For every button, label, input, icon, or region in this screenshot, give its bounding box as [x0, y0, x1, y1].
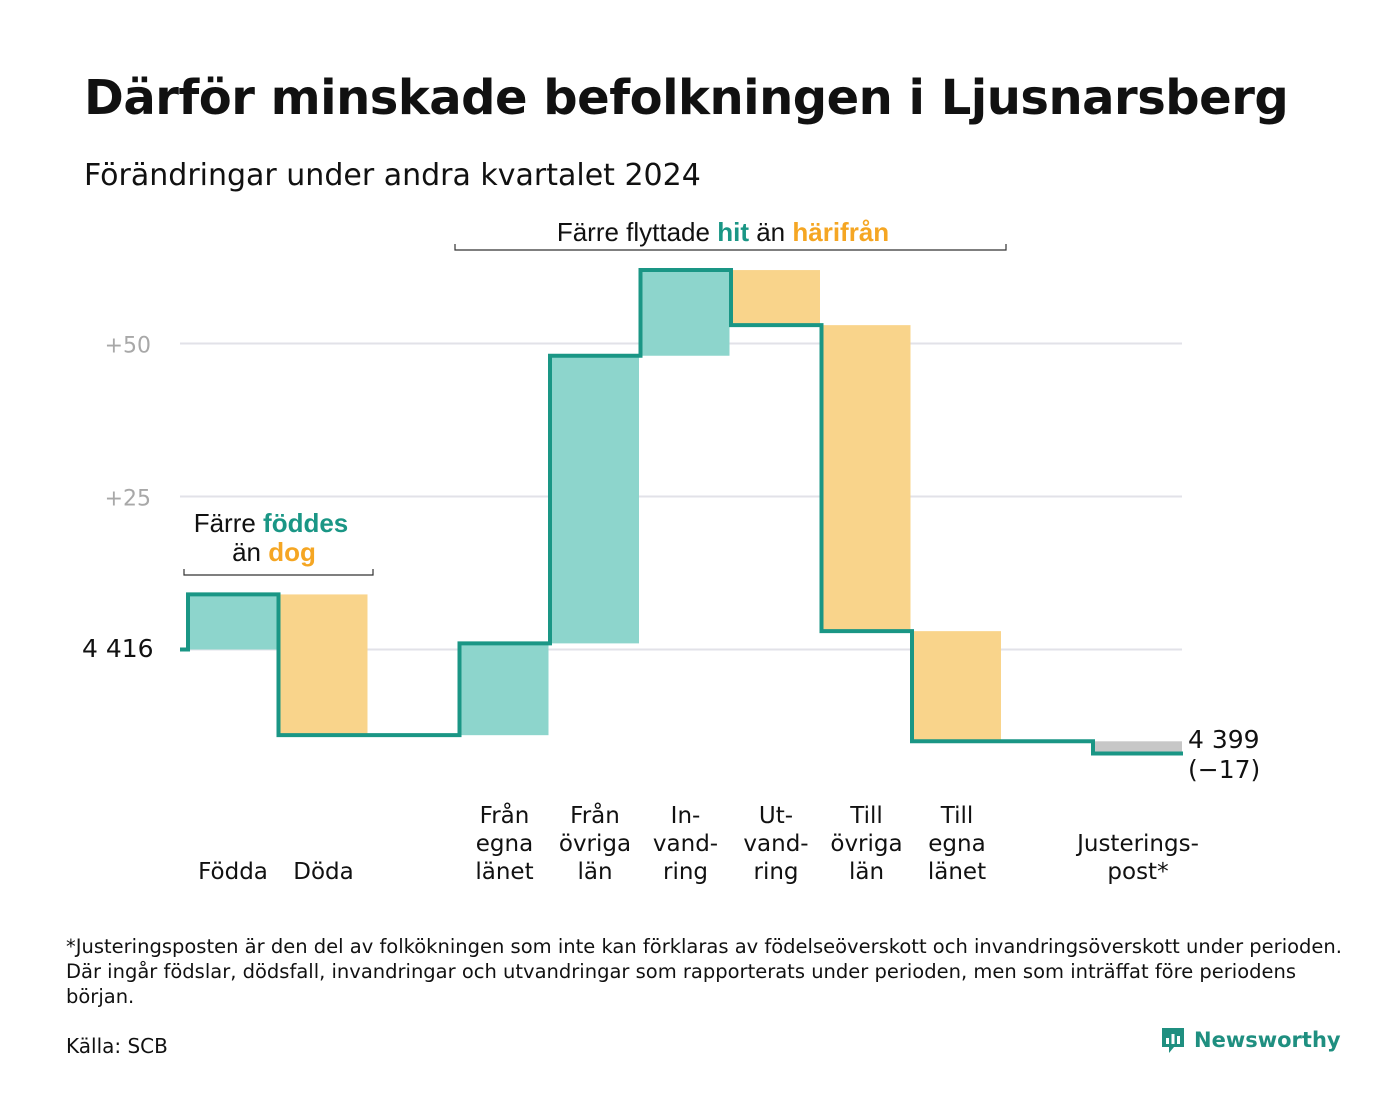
migration-annotation-prefix: Färre flyttade [557, 217, 717, 247]
births-annotation-prefix-2: än [232, 537, 268, 567]
bar-frånövrigalän [551, 355, 639, 644]
bar-utvandring [732, 270, 820, 326]
category-label: övriga [559, 831, 631, 857]
bar-tillegnalänet [913, 631, 1001, 742]
end-value-label: 4 399 [1188, 725, 1260, 754]
waterfall-chart: +50+25 Födda DödaFrånegnalänetFrånövrigal… [82, 217, 1260, 885]
category-label: Ut- [759, 803, 793, 829]
births-bracket [183, 569, 374, 576]
category-label: egna [928, 831, 985, 857]
bar-döda [279, 594, 368, 736]
svg-text:Färre föddes: Färre föddes [194, 508, 349, 538]
category-label: Från [480, 801, 530, 829]
category-label: Justerings- [1075, 831, 1199, 857]
brand-name: Newsworthy [1194, 1028, 1341, 1052]
births-annotation: Färre föddes än dog [183, 508, 374, 576]
migration-annotation-highlight-in: hit [717, 217, 749, 247]
page-title: Därför minskade befolkningen i Ljusnarsb… [84, 70, 1289, 126]
births-annotation-highlight-died: dog [268, 537, 316, 567]
running-total-line [180, 268, 1183, 756]
change-value-label: (−17) [1188, 755, 1260, 784]
category-labels: Födda DödaFrånegnalänetFrånövrigalänIn-va… [198, 801, 1199, 885]
page-subtitle: Förändringar under andra kvartalet 2024 [84, 158, 701, 193]
category-label: vand- [743, 831, 808, 857]
footnote: *Justeringsposten är den del av folkökni… [66, 935, 1342, 1008]
category-label: Till [849, 803, 883, 829]
category-label: egna [476, 831, 533, 857]
bar-justeringspost [1094, 741, 1182, 754]
y-axis-ticks: +50 +25 [105, 334, 151, 512]
bars [189, 270, 1182, 754]
source-label: Källa: SCB [66, 1034, 168, 1058]
migration-annotation: Färre flyttade hit än härifrån [454, 217, 1007, 251]
brand-logo[interactable]: Newsworthy [1160, 1026, 1341, 1054]
bar-födda [189, 594, 277, 650]
migration-annotation-highlight-out: härifrån [792, 217, 889, 247]
svg-text:än dog: än dog [232, 537, 316, 567]
category-label: län [577, 859, 612, 885]
category-label: Från [570, 801, 620, 829]
category-label: länet [928, 859, 986, 885]
category-label: Till [940, 803, 974, 829]
newsworthy-logo-icon [1160, 1026, 1186, 1054]
start-value-label: 4 416 [82, 634, 154, 663]
category-label: Födda [198, 859, 268, 885]
category-label: övriga [830, 831, 902, 857]
y-tick-label: +50 [105, 334, 151, 359]
category-label: In- [671, 803, 701, 829]
category-label: post* [1107, 859, 1168, 885]
svg-text:Färre flyttade hit än härifrån: Färre flyttade hit än härifrån [557, 217, 889, 247]
births-annotation-prefix-1: Färre [194, 508, 263, 538]
category-label: län [849, 859, 884, 885]
category-label: vand- [653, 831, 718, 857]
category-label: Döda [293, 859, 353, 885]
migration-annotation-middle: än [749, 217, 792, 247]
migration-bracket [454, 244, 1007, 251]
births-annotation-highlight-born: föddes [263, 508, 348, 538]
category-label: ring [663, 859, 708, 885]
category-label: länet [475, 859, 533, 885]
bar-frånegnalänet [460, 643, 549, 736]
y-tick-label: +25 [105, 487, 151, 512]
bar-invandring [641, 270, 730, 356]
category-label: ring [753, 859, 798, 885]
bar-tillövrigalän [822, 325, 911, 632]
